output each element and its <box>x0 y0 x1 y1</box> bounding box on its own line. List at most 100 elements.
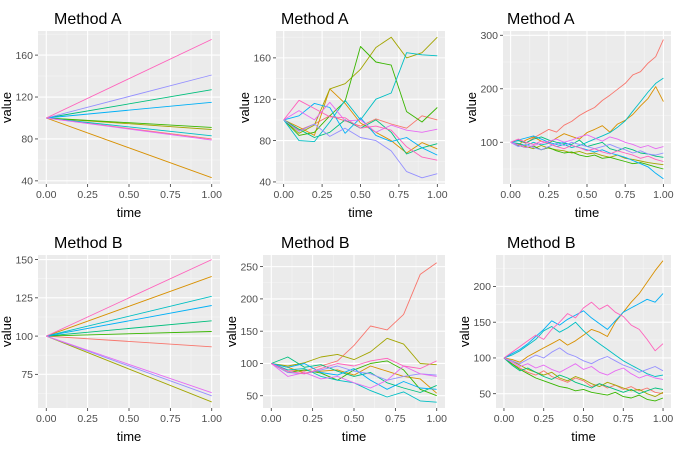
x-tick-label: 0.25 <box>302 413 323 425</box>
x-axis-title: time <box>342 429 367 444</box>
y-tick-label: 150 <box>473 317 491 329</box>
series-line-5 <box>46 320 212 337</box>
series-line-3 <box>283 36 438 134</box>
y-tick-label: 80 <box>259 135 271 147</box>
y-tick-label: 150 <box>15 254 33 266</box>
y-tick-label: 120 <box>253 94 271 106</box>
x-tick-label: 0.75 <box>385 413 406 425</box>
y-tick-label: 150 <box>240 326 258 338</box>
series-line-9 <box>271 363 437 389</box>
y-tick-label: 50 <box>246 390 258 402</box>
series-line-5 <box>503 357 664 395</box>
x-tick-label: 0.25 <box>534 413 555 425</box>
x-tick-label: 0.75 <box>160 413 181 425</box>
series-line-2 <box>503 260 664 363</box>
panel-title: Method B <box>281 235 349 252</box>
series-line-7 <box>271 363 437 390</box>
x-tick-label: 1.00 <box>653 413 674 425</box>
y-tick-label: 300 <box>480 30 498 42</box>
y-axis-title: value <box>237 92 252 123</box>
series-line-4 <box>46 331 212 337</box>
x-tick-label: 0.75 <box>615 189 636 201</box>
series-line-7 <box>46 101 212 119</box>
y-tick-label: 100 <box>240 358 258 370</box>
x-tick-label: 0.00 <box>36 413 57 425</box>
x-axis-title: time <box>117 205 142 220</box>
y-axis-title: value <box>0 92 14 123</box>
x-tick-label: 0.00 <box>500 189 521 201</box>
panel-title: Method A <box>507 11 575 28</box>
x-axis-title: time <box>348 205 373 220</box>
series-line-9 <box>510 134 664 150</box>
x-tick-label: 0.50 <box>350 189 371 201</box>
x-tick-label: 0.25 <box>77 413 98 425</box>
y-tick-label: 125 <box>15 293 33 305</box>
panel-title: Method B <box>54 235 122 252</box>
series-line-7 <box>503 293 664 359</box>
y-tick-label: 160 <box>15 50 33 62</box>
y-tick-label: 200 <box>473 281 491 293</box>
y-axis-title: value <box>0 316 14 347</box>
panel-4: 0.00 0.25 0.50 0.75 1.00 75 100 125 150 Method B t… <box>0 235 222 444</box>
y-tick-label: 100 <box>480 137 498 149</box>
series-line-4 <box>46 117 212 128</box>
series-line-8 <box>283 119 438 179</box>
y-tick-label: 50 <box>479 388 491 400</box>
series-line-8 <box>503 347 664 373</box>
panel-title: Method A <box>281 11 349 28</box>
y-axis-title: value <box>464 92 479 123</box>
series-line-4 <box>271 360 437 397</box>
x-axis-title: time <box>575 205 600 220</box>
x-tick-label: 1.00 <box>202 413 223 425</box>
series-line-9 <box>503 357 664 380</box>
series-line-10 <box>503 301 664 359</box>
x-tick-label: 0.25 <box>312 189 333 201</box>
y-tick-label: 40 <box>21 176 33 188</box>
series-line-10 <box>46 259 212 337</box>
series-line-8 <box>46 74 212 119</box>
x-tick-label: 0.50 <box>344 413 365 425</box>
y-tick-label: 100 <box>473 353 491 365</box>
x-axis-title: time <box>571 429 596 444</box>
x-tick-label: 0.75 <box>160 189 181 201</box>
panel-1: 0.00 0.25 0.50 0.75 1.00 40 80 120 160 Method A ti… <box>0 11 222 220</box>
panel-2: 0.00 0.25 0.50 0.75 1.00 40 80 120 160 Method A ti… <box>237 11 448 220</box>
series-line-3 <box>46 335 212 403</box>
y-tick-label: 160 <box>253 53 271 65</box>
x-tick-label: 1.00 <box>653 189 674 201</box>
series-line-7 <box>46 305 212 337</box>
series-line-2 <box>46 117 212 179</box>
series-line-5 <box>271 356 437 393</box>
series-line-7 <box>283 102 438 156</box>
panel-5: 0.00 0.25 0.50 0.75 1.00 50 100 150 200 250 Method… <box>224 235 447 444</box>
y-tick-label: 250 <box>240 261 258 273</box>
x-tick-label: 0.75 <box>613 413 634 425</box>
y-tick-label: 40 <box>259 177 271 189</box>
series-line-4 <box>283 46 438 136</box>
series-line-7 <box>510 135 664 180</box>
series-line-8 <box>46 335 212 397</box>
series-line-1 <box>46 335 212 348</box>
x-tick-label: 0.00 <box>261 413 282 425</box>
series-line-3 <box>503 357 664 398</box>
panel-title: Method B <box>507 235 575 252</box>
y-tick-label: 80 <box>21 134 33 146</box>
y-axis-title: value <box>457 316 472 347</box>
series-line-2 <box>283 88 438 154</box>
series-line-8 <box>510 141 664 156</box>
x-tick-label: 0.50 <box>119 189 140 201</box>
series-line-10 <box>283 99 438 161</box>
series-line-10 <box>510 138 664 162</box>
x-tick-label: 0.50 <box>119 413 140 425</box>
y-tick-label: 200 <box>480 83 498 95</box>
series-line-5 <box>46 89 212 119</box>
series-line-9 <box>46 117 212 141</box>
x-tick-label: 0.50 <box>577 189 598 201</box>
series-line-10 <box>271 357 437 375</box>
x-tick-label: 0.00 <box>494 413 515 425</box>
x-tick-label: 0.75 <box>389 189 410 201</box>
series-line-9 <box>283 101 438 133</box>
series-line-4 <box>503 357 664 402</box>
series-line-1 <box>503 357 664 395</box>
